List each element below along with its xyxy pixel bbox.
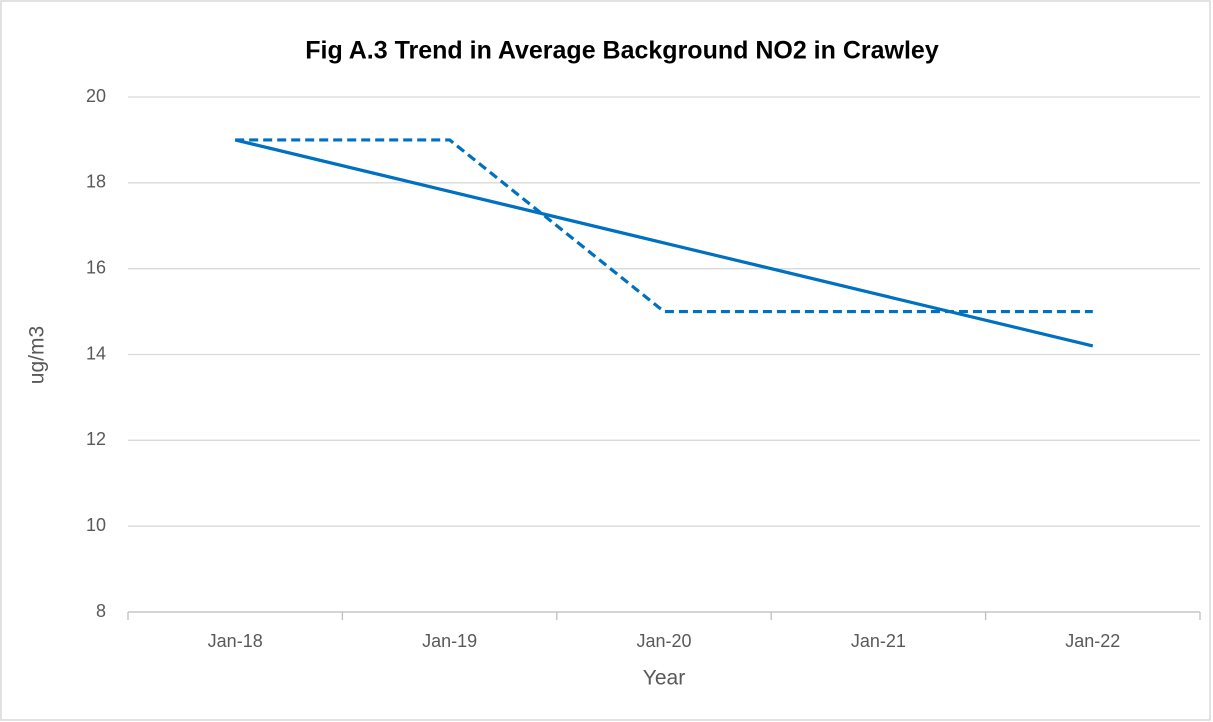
x-tick-label: Jan-18 bbox=[208, 631, 263, 651]
y-tick-label: 20 bbox=[86, 86, 106, 106]
y-tick-label: 12 bbox=[86, 429, 106, 449]
y-tick-label: 10 bbox=[86, 515, 106, 535]
chart-title: Fig A.3 Trend in Average Background NO2 … bbox=[305, 37, 939, 65]
y-tick-label: 14 bbox=[86, 343, 106, 363]
x-axis-title: Year bbox=[643, 667, 685, 690]
x-tick-label: Jan-22 bbox=[1065, 631, 1120, 651]
y-tick-label: 8 bbox=[96, 601, 106, 621]
y-axis-title: ug/m3 bbox=[26, 326, 49, 384]
y-tick-label: 16 bbox=[86, 257, 106, 277]
x-tick-label: Jan-19 bbox=[422, 631, 477, 651]
y-tick-label: 18 bbox=[86, 172, 106, 192]
x-tick-label: Jan-21 bbox=[851, 631, 906, 651]
series-line bbox=[234, 138, 1094, 348]
x-tick-label: Jan-20 bbox=[636, 631, 691, 651]
